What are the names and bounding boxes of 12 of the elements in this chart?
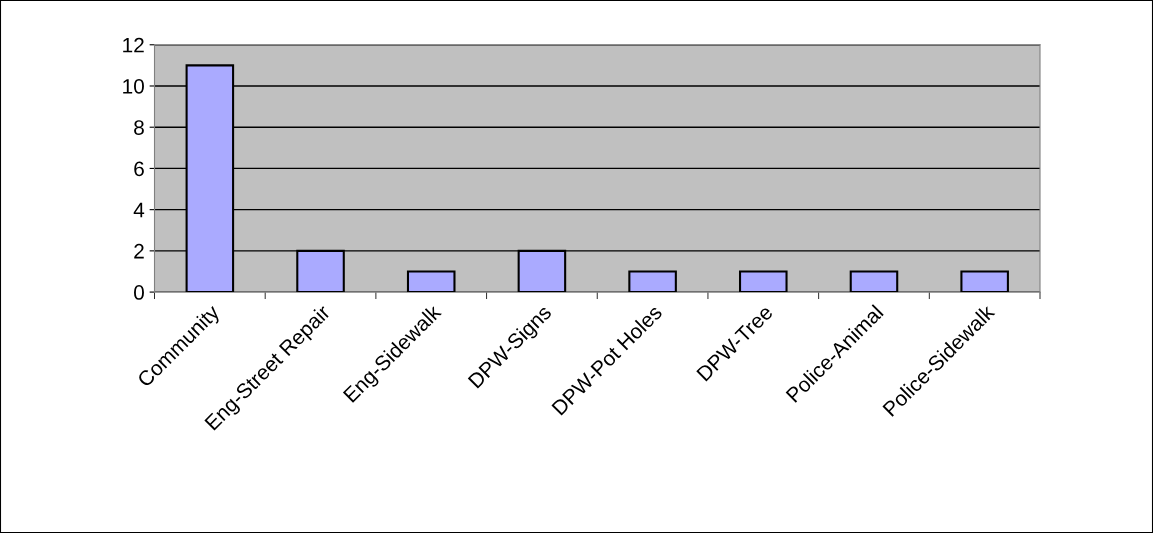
y-tick-label: 0 [134, 285, 144, 300]
bar [406, 270, 456, 293]
y-tick-label: 10 [123, 78, 144, 94]
bar [628, 270, 677, 293]
bar [960, 270, 1009, 293]
y-tick-label: 8 [134, 120, 144, 135]
y-tick-label: 6 [134, 161, 144, 177]
y-tick-label: 12 [123, 37, 144, 53]
bar [739, 270, 788, 293]
bar [849, 270, 899, 293]
y-tick-label: 4 [133, 202, 145, 218]
y-tick-label: 2 [134, 243, 144, 259]
